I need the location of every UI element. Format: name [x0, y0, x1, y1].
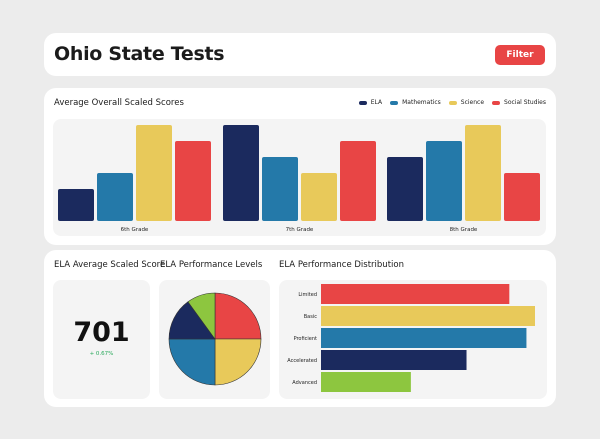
ela-levels-panel	[159, 280, 270, 399]
bar-social-studies-6th-grade	[175, 141, 211, 221]
ela-score-title: ELA Average Scaled Score	[54, 260, 166, 270]
header-card: Ohio State Tests Filter	[44, 33, 556, 76]
x-tick-label: 6th Grade	[121, 227, 149, 233]
ela-score-change: + 0.67%	[89, 351, 114, 357]
dist-bar-advanced	[321, 372, 411, 392]
scaled-scores-title: Average Overall Scaled Scores	[54, 98, 184, 108]
legend-swatch	[358, 100, 367, 105]
legend-label: ELA	[370, 99, 383, 106]
bar-mathematics-7th-grade	[262, 157, 298, 221]
pie-slice-1	[214, 338, 262, 386]
y-tick-label: Basic	[304, 314, 317, 320]
ela-score-value: 701	[73, 317, 130, 348]
legend-item-social-studies: Social Studies	[492, 99, 546, 106]
ela-distribution-title: ELA Performance Distribution	[279, 260, 404, 270]
dist-bar-basic	[321, 306, 535, 326]
dist-bar-proficient	[321, 328, 527, 348]
legend-label: Science	[460, 99, 485, 106]
bar-science-7th-grade	[301, 173, 337, 221]
legend-item-science: Science	[448, 99, 485, 106]
bar-ela-8th-grade	[387, 157, 423, 221]
scaled-scores-svg: 6th Grade 7th Grade 8th Grade	[58, 125, 540, 233]
bar-social-studies-7th-grade	[340, 141, 376, 221]
x-tick-label: 8th Grade	[450, 227, 478, 233]
pie-slice-4	[187, 292, 216, 340]
legend-item-ela: ELA	[358, 99, 383, 106]
bar-science-8th-grade	[465, 125, 501, 221]
scaled-scores-chart: 6th Grade 7th Grade 8th Grade	[53, 119, 546, 236]
legend-swatch	[448, 100, 457, 105]
chart-legend: ELA Mathematics Science Social Studies	[351, 99, 546, 106]
legend-label: Social Studies	[504, 99, 546, 106]
y-tick-label: Advanced	[292, 380, 317, 386]
bar-mathematics-6th-grade	[97, 173, 133, 221]
y-tick-label: Limited	[298, 292, 317, 298]
bar-mathematics-8th-grade	[426, 141, 462, 221]
bar-social-studies-8th-grade	[504, 173, 540, 221]
legend-item-mathematics: Mathematics	[390, 99, 441, 106]
bar-science-6th-grade	[136, 125, 172, 221]
ela-distribution-panel: Limited Basic Proficient Accelerated Advance…	[279, 280, 547, 399]
ela-levels-title: ELA Performance Levels	[160, 260, 263, 270]
y-tick-label: Accelerated	[287, 358, 317, 364]
x-tick-label: 7th Grade	[286, 227, 314, 233]
scaled-scores-card: Average Overall Scaled Scores ELA Mathema…	[44, 88, 556, 245]
ela-score-panel: 701 + 0.67%	[53, 280, 150, 399]
dist-bar-accelerated	[321, 350, 467, 370]
bar-ela-7th-grade	[223, 125, 259, 221]
ela-distribution-chart: Limited Basic Proficient Accelerated Advance…	[287, 284, 535, 392]
dist-bar-limited	[321, 284, 510, 304]
ela-details-card: ELA Average Scaled Score ELA Performance…	[44, 250, 556, 407]
pie-slice-0	[214, 292, 262, 340]
legend-label: Mathematics	[402, 99, 441, 106]
ela-levels-pie	[168, 292, 262, 386]
pie-slice-2	[168, 338, 216, 386]
legend-swatch	[390, 100, 399, 105]
filter-button[interactable]: Filter	[495, 45, 545, 65]
y-tick-label: Proficient	[294, 336, 317, 342]
page-title: Ohio State Tests	[54, 43, 225, 65]
legend-swatch	[492, 100, 501, 105]
bar-ela-6th-grade	[58, 189, 94, 221]
